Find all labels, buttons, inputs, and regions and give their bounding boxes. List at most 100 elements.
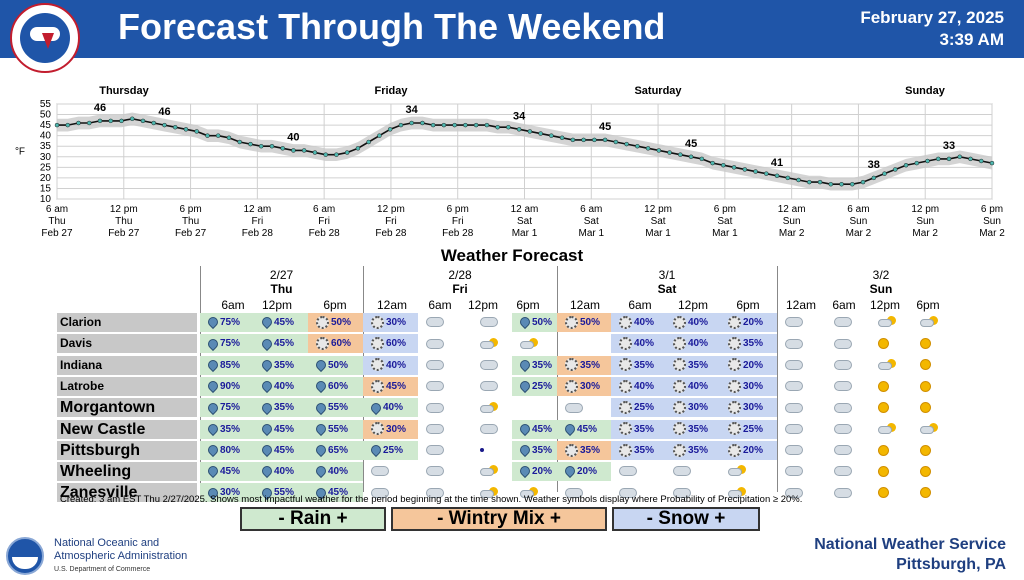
snowflake-icon <box>728 337 741 351</box>
rain-drop-icon <box>517 357 533 373</box>
forecast-cell: 45% <box>254 419 308 439</box>
precip-probability: 45% <box>274 317 295 328</box>
snowflake-icon <box>673 358 686 372</box>
day-name: Fri <box>452 282 468 296</box>
forecast-cell <box>826 462 870 481</box>
precip-probability: 35% <box>634 359 655 371</box>
forecast-cell <box>912 483 954 502</box>
time-column-header: 12pm <box>677 298 709 312</box>
temperature-point <box>914 160 920 166</box>
cloud-icon <box>834 423 852 434</box>
legend-snow: - Snow + <box>612 507 760 531</box>
y-tick-label: 40 <box>40 131 52 142</box>
partly-cloudy-icon <box>920 422 938 435</box>
precip-probability: 55% <box>274 487 295 499</box>
cloud-icon <box>371 487 389 498</box>
cloud-icon <box>565 487 583 498</box>
precip-probability: 25% <box>532 380 553 392</box>
x-tick-label: Feb 27 <box>108 228 140 239</box>
forecast-cell <box>870 334 912 353</box>
forecast-cell: 20% <box>720 313 777 332</box>
temperature-point <box>355 146 361 151</box>
legend-rain: - Rain + <box>240 507 386 531</box>
temperature-point <box>592 137 597 143</box>
forecast-cell <box>912 334 954 353</box>
precip-probability: 35% <box>580 359 601 371</box>
forecast-cell <box>512 483 557 502</box>
cloud-icon <box>834 381 852 392</box>
forecast-cell: 25% <box>720 419 777 439</box>
cloud-icon <box>878 319 892 328</box>
precip-probability: 40% <box>328 466 349 478</box>
day-divider <box>777 266 778 492</box>
snowflake-icon <box>728 401 741 415</box>
sun-icon <box>920 402 931 414</box>
forecast-cell: 50% <box>557 313 611 332</box>
forecast-cell: 35% <box>611 355 665 375</box>
forecast-cell <box>912 313 954 332</box>
forecast-cell <box>557 398 611 417</box>
forecast-cell <box>512 334 557 353</box>
x-tick-label: Feb 28 <box>375 228 407 239</box>
temperature-point <box>194 129 199 134</box>
rain-drop-icon <box>368 400 384 415</box>
partly-cloudy-icon <box>728 486 746 499</box>
precip-probability: 25% <box>634 402 655 414</box>
rain-drop-icon <box>517 315 533 330</box>
forecast-cell <box>777 377 826 396</box>
x-tick-label: Mar 1 <box>712 228 738 239</box>
cloud-icon <box>619 466 637 477</box>
rain-drop-icon <box>259 336 275 351</box>
snowflake-icon <box>673 315 686 329</box>
precip-probability: 45% <box>386 380 407 392</box>
temperature-point <box>989 160 995 166</box>
precip-probability: 45% <box>220 466 241 478</box>
precip-probability: 40% <box>383 402 404 414</box>
temperature-point <box>323 152 328 157</box>
forecast-cell <box>870 420 912 439</box>
sun-icon <box>920 465 931 477</box>
temperature-point <box>581 137 586 143</box>
noaa-wave-icon <box>12 557 38 569</box>
precip-probability: 30% <box>688 402 709 414</box>
temperature-point <box>893 167 898 172</box>
cloud-icon <box>426 445 444 456</box>
x-tick-label: Mar 1 <box>579 228 605 239</box>
day-label: Friday <box>374 85 408 97</box>
sun-icon <box>920 487 931 499</box>
forecast-cell: 35% <box>200 419 254 439</box>
temperature-point <box>570 137 576 143</box>
rain-drop-icon <box>562 464 578 479</box>
cloud-icon <box>480 340 494 349</box>
temperature-point <box>936 156 941 162</box>
forecast-cell: 40% <box>611 376 665 396</box>
temperature-point <box>785 175 791 181</box>
issue-time: 3:39 AM <box>939 30 1004 49</box>
temperature-point <box>538 131 543 136</box>
forecast-cell <box>472 356 526 375</box>
forecast-cell <box>912 420 954 439</box>
precip-probability: 40% <box>634 380 655 392</box>
snowflake-icon <box>728 379 741 393</box>
noaa-logo <box>6 537 44 575</box>
cloud-icon <box>728 468 742 477</box>
forecast-cell <box>826 398 870 417</box>
y-tick-label: 45 <box>40 120 52 131</box>
forecast-cell <box>418 377 472 396</box>
rain-drop-icon <box>205 315 221 330</box>
temperature-line <box>57 117 993 186</box>
temperature-point <box>162 122 167 128</box>
snowflake-icon <box>371 358 384 372</box>
forecast-cell: 45% <box>557 419 611 439</box>
forecast-cell: 65% <box>308 440 363 460</box>
x-tick-label: 6 pm <box>981 204 1003 215</box>
x-tick-label: Feb 27 <box>41 228 73 239</box>
forecast-cell: 75% <box>200 313 254 332</box>
precip-probability: 20% <box>743 359 764 371</box>
forecast-cell: 35% <box>254 355 308 375</box>
forecast-cell: 30% <box>557 376 611 396</box>
temperature-point <box>871 175 877 181</box>
noaa-name: National Oceanic and Atmospheric Adminis… <box>54 537 187 576</box>
x-tick-label: Fri <box>318 216 330 227</box>
snowflake-icon <box>728 443 741 457</box>
